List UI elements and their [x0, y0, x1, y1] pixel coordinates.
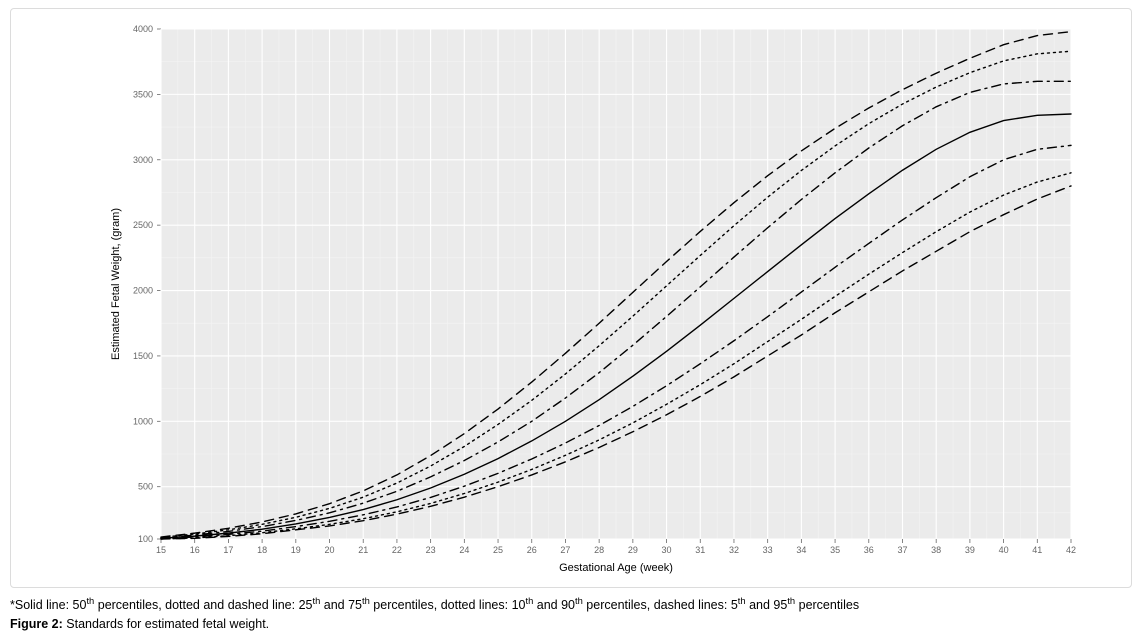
caption-sup: th	[362, 596, 370, 606]
svg-text:22: 22	[392, 545, 402, 555]
caption-title: Standards for estimated fetal weight.	[63, 617, 269, 631]
caption-title-line: Figure 2: Standards for estimated fetal …	[10, 616, 1132, 633]
svg-text:38: 38	[931, 545, 941, 555]
caption-text: and 95	[746, 598, 788, 612]
svg-text:19: 19	[291, 545, 301, 555]
svg-text:29: 29	[628, 545, 638, 555]
svg-text:24: 24	[459, 545, 469, 555]
caption-text: percentiles, dotted lines: 10	[370, 598, 526, 612]
caption-note: *Solid line: 50 th percentiles, dotted an…	[10, 595, 1132, 614]
svg-text:1000: 1000	[133, 416, 153, 426]
caption-text: percentiles, dashed lines: 5	[583, 598, 738, 612]
y-axis-label: Estimated Fetal Weight, (gram)	[110, 208, 122, 360]
caption-text: and 90	[533, 598, 575, 612]
svg-text:33: 33	[763, 545, 773, 555]
svg-text:23: 23	[426, 545, 436, 555]
svg-text:2000: 2000	[133, 286, 153, 296]
svg-text:500: 500	[138, 482, 153, 492]
chart-panel: 100 500 1000 1500 2000 2500 3000 3500 4000 15 16 17…	[10, 8, 1132, 588]
caption-text: percentiles, dotted and dashed line: 25	[94, 598, 312, 612]
x-axis-label: Gestational Age (week)	[559, 562, 673, 574]
svg-text:20: 20	[325, 545, 335, 555]
svg-text:41: 41	[1032, 545, 1042, 555]
caption-text: *Solid line: 50	[10, 598, 86, 612]
svg-text:28: 28	[594, 545, 604, 555]
svg-text:1500: 1500	[133, 351, 153, 361]
svg-text:100: 100	[138, 534, 153, 544]
caption-sup: th	[787, 596, 795, 606]
svg-text:25: 25	[493, 545, 503, 555]
caption-sup: th	[575, 596, 583, 606]
svg-text:3500: 3500	[133, 89, 153, 99]
svg-text:37: 37	[897, 545, 907, 555]
caption-text: percentiles	[795, 598, 859, 612]
svg-text:35: 35	[830, 545, 840, 555]
svg-text:16: 16	[190, 545, 200, 555]
svg-text:18: 18	[257, 545, 267, 555]
svg-text:2500: 2500	[133, 220, 153, 230]
caption-sup: th	[738, 596, 746, 606]
svg-text:26: 26	[527, 545, 537, 555]
svg-text:15: 15	[156, 545, 166, 555]
svg-text:30: 30	[662, 545, 672, 555]
svg-text:36: 36	[864, 545, 874, 555]
svg-text:32: 32	[729, 545, 739, 555]
caption-label: Figure 2:	[10, 617, 63, 631]
svg-text:31: 31	[695, 545, 705, 555]
svg-text:17: 17	[223, 545, 233, 555]
figure-caption: *Solid line: 50 th percentiles, dotted an…	[10, 595, 1132, 633]
svg-text:34: 34	[796, 545, 806, 555]
svg-text:27: 27	[560, 545, 570, 555]
svg-text:3000: 3000	[133, 155, 153, 165]
svg-text:4000: 4000	[133, 24, 153, 34]
svg-text:40: 40	[999, 545, 1009, 555]
svg-text:39: 39	[965, 545, 975, 555]
svg-text:42: 42	[1066, 545, 1076, 555]
svg-text:21: 21	[358, 545, 368, 555]
fetal-weight-chart: 100 500 1000 1500 2000 2500 3000 3500 4000 15 16 17…	[11, 9, 1131, 587]
figure-container: 100 500 1000 1500 2000 2500 3000 3500 4000 15 16 17…	[0, 0, 1142, 639]
caption-text: and 75	[320, 598, 362, 612]
